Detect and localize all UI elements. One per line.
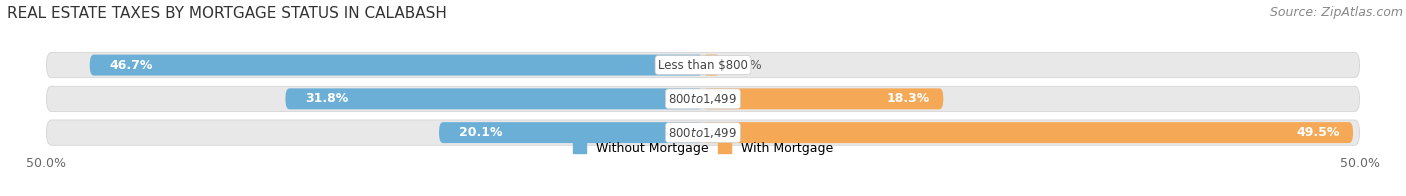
Text: REAL ESTATE TAXES BY MORTGAGE STATUS IN CALABASH: REAL ESTATE TAXES BY MORTGAGE STATUS IN … <box>7 6 447 21</box>
Text: $800 to $1,499: $800 to $1,499 <box>668 126 738 140</box>
FancyBboxPatch shape <box>703 122 1353 143</box>
Text: 49.5%: 49.5% <box>1296 126 1340 139</box>
Text: $800 to $1,499: $800 to $1,499 <box>668 92 738 106</box>
FancyBboxPatch shape <box>439 122 703 143</box>
FancyBboxPatch shape <box>90 55 703 75</box>
Text: 31.8%: 31.8% <box>305 92 349 105</box>
Text: Source: ZipAtlas.com: Source: ZipAtlas.com <box>1270 6 1403 19</box>
Text: 46.7%: 46.7% <box>110 59 153 72</box>
FancyBboxPatch shape <box>46 52 1360 78</box>
Text: 18.3%: 18.3% <box>887 92 931 105</box>
FancyBboxPatch shape <box>703 55 720 75</box>
FancyBboxPatch shape <box>703 88 943 109</box>
FancyBboxPatch shape <box>46 86 1360 112</box>
Text: 1.3%: 1.3% <box>731 59 762 72</box>
Text: 20.1%: 20.1% <box>458 126 502 139</box>
FancyBboxPatch shape <box>285 88 703 109</box>
Legend: Without Mortgage, With Mortgage: Without Mortgage, With Mortgage <box>574 142 832 155</box>
Text: Less than $800: Less than $800 <box>658 59 748 72</box>
FancyBboxPatch shape <box>46 120 1360 145</box>
